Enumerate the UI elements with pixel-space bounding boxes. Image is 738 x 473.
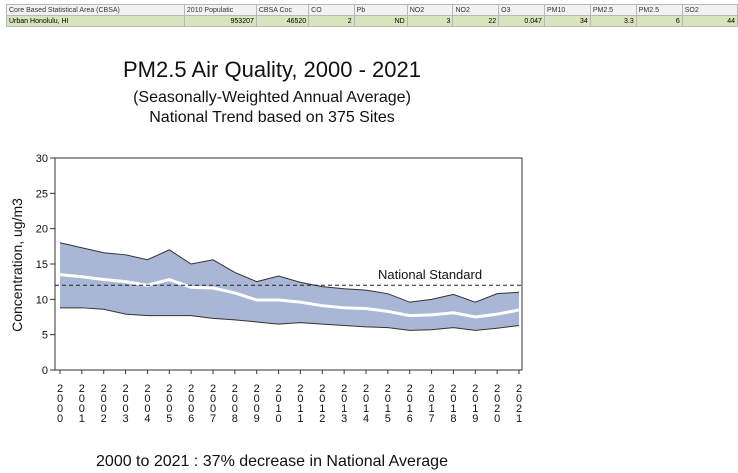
header-cell[interactable]: Core Based Statistical Area (CBSA) [6,4,185,16]
x-tick-label: 2000 [54,383,66,423]
band-edge [59,242,520,303]
cell: 3.3 [589,15,637,27]
chart-subtitle: (Seasonally-Weighted Annual Average) [133,89,411,106]
cell: 2 [308,15,355,27]
header-cell[interactable]: Pb [353,4,408,16]
header-cell[interactable]: PM10 [543,4,591,16]
chart-title: PM2.5 Air Quality, 2000 - 2021 [123,57,421,82]
x-tick-label: 2008 [229,383,241,423]
band-fill [60,242,519,331]
x-tick-label: 2011 [294,383,306,423]
mean-line [59,273,520,319]
x-tick-label: 2001 [76,383,88,423]
y-tick-label: 20 [36,224,48,236]
cell: 44 [681,15,738,27]
chart: PM2.5 Air Quality, 2000 - 2021 (Seasonal… [9,57,525,470]
cell: 34 [543,15,591,27]
cell: 953207 [183,15,257,27]
header-cell[interactable]: O3 [498,4,545,16]
y-tick-label: 25 [36,188,48,200]
footer: 2000 to 2021 : 37% decrease in National … [96,453,448,470]
x-tick-label: 2016 [404,383,416,423]
sheet-row: Core Based Statistical Area (CBSA) 2010 P… [6,4,738,16]
y-tick-label: 5 [42,330,48,342]
x-tick-label: 2003 [120,383,132,423]
sheet-row: Urban Honolulu, HI 953207 46520 2 ND 3 22 0.047… [6,15,738,27]
standard-label: National Standard [378,267,482,282]
header-cell[interactable]: PM2.5 [589,4,637,16]
y-axis-label: Concentration, ug/m3 [9,198,25,332]
spreadsheet: Core Based Statistical Area (CBSA) 2010 P… [6,4,738,27]
header-cell[interactable]: NO2 [452,4,500,16]
x-tick-label: 2002 [98,383,110,423]
x-tick-label: 2010 [273,383,285,423]
chart-subtitle: National Trend based on 375 Sites [149,109,395,126]
header-cell[interactable]: 2010 Populatic [183,4,257,16]
cell: ND [353,15,408,27]
header-cell[interactable]: PM2.5 [635,4,683,16]
x-tick-label: 2006 [185,383,197,423]
x-tick-label: 2004 [141,383,153,423]
y-tick-label: 15 [36,259,48,271]
x-tick-label: 2009 [251,383,263,423]
header-cell[interactable]: NO2 [406,4,454,16]
cell: Urban Honolulu, HI [6,15,185,27]
cell: 22 [452,15,500,27]
x-tick-label: 2021 [513,383,525,423]
x-tick-label: 2012 [316,383,328,423]
header-cell[interactable]: CBSA Coc [255,4,310,16]
x-tick-label: 2017 [426,383,438,423]
x-tick-label: 2018 [447,383,459,423]
x-tick-label: 2014 [360,383,372,423]
x-tick-label: 2007 [207,383,219,423]
y-tick-label: 0 [42,365,48,377]
cell: 46520 [255,15,310,27]
cell: 3 [406,15,454,27]
y-tick-label: 10 [36,294,48,306]
x-tick-label: 2019 [469,383,481,423]
y-tick-label: 30 [36,153,48,165]
x-tick-label: 2020 [491,383,503,423]
band-edge [60,307,520,331]
header-cell[interactable]: CO [308,4,355,16]
x-tick-label: 2005 [163,383,175,423]
header-cell[interactable]: SO2 [681,4,738,16]
cell: 6 [635,15,683,27]
x-tick-label: 2013 [338,383,350,423]
cell: 0.047 [498,15,545,27]
x-tick-label: 2015 [382,383,394,423]
